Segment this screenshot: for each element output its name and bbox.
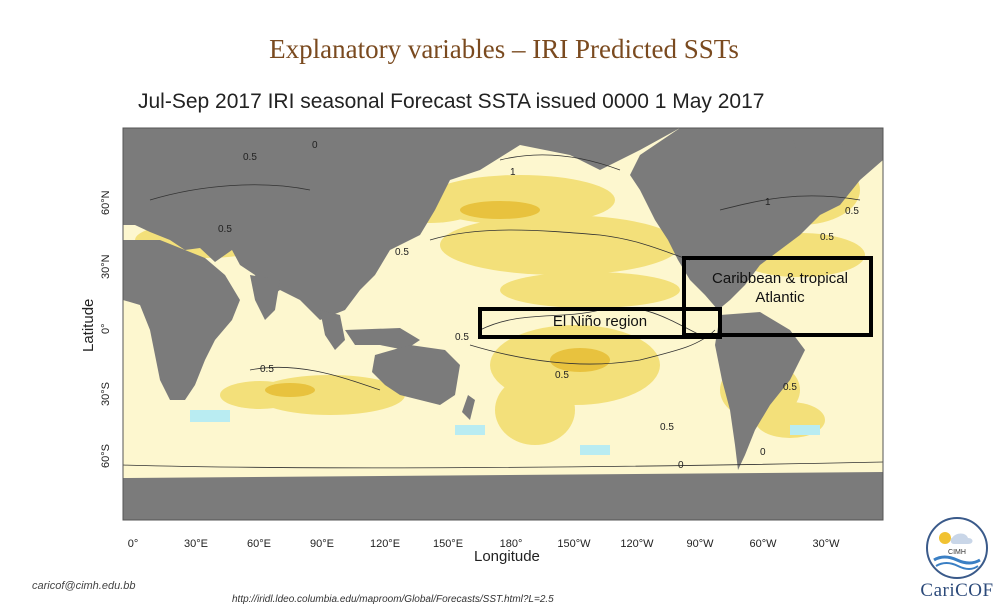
land-masses	[123, 128, 883, 520]
el-nino-region-box	[478, 307, 722, 339]
y-tick: 30°N	[100, 254, 112, 279]
y-tick: 60°S	[100, 444, 112, 468]
caricof-logo: CIMH CariCOF	[912, 516, 1002, 608]
y-tick: 30°S	[100, 382, 112, 406]
contour-label: 0.5	[845, 206, 859, 217]
x-tick: 0°	[127, 538, 139, 550]
x-tick: 90°E	[310, 538, 334, 550]
y-tick: 60°N	[100, 190, 112, 215]
contour-label: 0.5	[218, 224, 232, 235]
x-tick: 60°W	[749, 538, 777, 550]
contact-email[interactable]: caricof@cimh.edu.bb	[32, 580, 136, 592]
logo-emblem-icon: CIMH	[926, 517, 988, 579]
x-tick: 150°W	[557, 538, 591, 550]
y-axis-label: Latitude	[80, 298, 97, 352]
contour-label: 0.5	[395, 247, 409, 258]
map-border	[122, 127, 884, 521]
x-tick: 150°E	[432, 538, 464, 550]
x-tick: 120°E	[369, 538, 401, 550]
contour-label: 0	[760, 447, 766, 458]
contour-label: 0.5	[555, 370, 569, 381]
el-nino-region-label: El Niño region	[552, 313, 648, 330]
contour-label: 1	[765, 197, 771, 208]
contour-label: 0.5	[243, 152, 257, 163]
source-url[interactable]: http://iridl.ldeo.columbia.edu/maproom/G…	[232, 594, 554, 605]
contour-label: 0	[678, 460, 684, 471]
contour-label: 0.5	[455, 332, 469, 343]
logo-org-text: CIMH	[948, 549, 966, 556]
caribbean-region-box	[682, 256, 873, 337]
x-tick: 180°	[499, 538, 523, 550]
contour-label: 0	[312, 140, 318, 151]
contour-lines	[122, 154, 884, 469]
contour-label: 0.5	[660, 422, 674, 433]
x-tick: 60°E	[247, 538, 271, 550]
contour-label: 0.5	[783, 382, 797, 393]
contour-label: 0.5	[820, 232, 834, 243]
map-title: Jul-Sep 2017 IRI seasonal Forecast SSTA …	[138, 90, 765, 113]
y-tick: 0°	[100, 323, 112, 334]
x-tick: 30°E	[184, 538, 208, 550]
logo-name: CariCOF	[920, 580, 994, 601]
contour-value-labels: 0 0.5 0.5 1 0.5 0.5 1 0.5 0.5 0.5 0.5 0.…	[218, 140, 859, 471]
x-tick: 30°W	[812, 538, 840, 550]
contour-label: 0.5	[260, 364, 274, 375]
x-tick: 90°W	[686, 538, 714, 550]
x-axis-label: Longitude	[474, 548, 540, 565]
x-tick: 120°W	[620, 538, 654, 550]
contour-label: 1	[510, 167, 516, 178]
caribbean-region-label: Caribbean & tropical Atlantic	[712, 270, 848, 306]
slide-title: Explanatory variables – IRI Predicted SS…	[269, 34, 739, 64]
